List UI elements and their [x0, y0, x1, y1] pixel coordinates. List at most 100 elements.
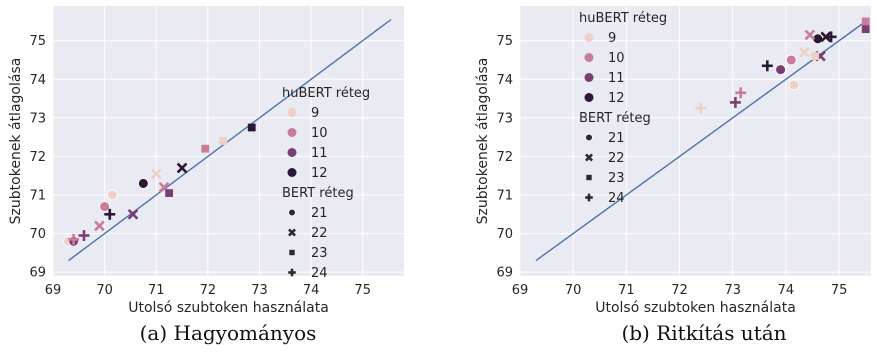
legend-hue-label: 10: [608, 51, 625, 66]
x-tick-label: 69: [45, 283, 62, 298]
legend-style-label: 24: [608, 191, 625, 206]
legend-hue-marker: [584, 33, 594, 42]
legend-hue-marker: [584, 73, 594, 82]
y-tick-label: 75: [29, 34, 46, 49]
legend-hue-marker: [287, 128, 297, 137]
plot-area: [520, 6, 871, 276]
x-tick-label: 70: [96, 283, 113, 298]
y-tick-label: 72: [29, 150, 46, 165]
legend-style-label: 23: [311, 246, 328, 261]
x-tick-label: 69: [512, 283, 529, 298]
data-point-7-stroke-b: [127, 208, 139, 220]
x-tick-label: 74: [778, 283, 795, 298]
legend-hue-title: huBERT réteg: [579, 11, 667, 26]
legend-style-title: BERT réteg: [282, 186, 354, 201]
data-point-9: [861, 17, 870, 26]
y-tick-label: 71: [29, 189, 46, 204]
legend-style-marker: [585, 193, 593, 202]
legend-hue-marker: [287, 168, 297, 177]
y-tick-label: 69: [496, 266, 513, 281]
legend-style-marker: [289, 249, 295, 256]
y-tick-label: 74: [496, 73, 513, 88]
legend-hue-label: 10: [311, 126, 328, 141]
y-tick-label: 71: [496, 189, 513, 204]
data-point-5-stroke-b: [94, 220, 105, 232]
data-point-3: [107, 189, 118, 201]
x-tick-label: 73: [724, 283, 741, 298]
legend-style-title: BERT réteg: [579, 111, 651, 126]
legend-hue-marker: [584, 53, 594, 62]
legend-style-marker: [585, 153, 593, 162]
data-point-11: [201, 144, 210, 153]
y-tick-label: 72: [496, 150, 513, 165]
legend-style-marker: [288, 208, 296, 217]
legend-style-label: 21: [311, 206, 328, 221]
legend-style-label: 21: [608, 131, 625, 146]
y-axis-label: Szubtokenek átlagolása: [8, 58, 24, 225]
data-point-11: [695, 102, 707, 114]
data-point-15: [104, 208, 116, 220]
data-point-0: [788, 79, 800, 91]
chart-caption: (a) Hagyományos: [140, 321, 317, 345]
legend-hue-marker: [287, 148, 297, 157]
data-point-4-stroke-b: [799, 46, 810, 58]
legend-style-marker: [586, 174, 592, 181]
data-point-1: [99, 201, 110, 212]
y-tick-label: 75: [496, 34, 513, 49]
y-tick-label: 69: [29, 266, 46, 281]
data-point-10: [861, 25, 870, 34]
legend-hue-marker: [287, 108, 297, 117]
x-tick-label: 70: [565, 283, 582, 298]
legend-style-label: 23: [608, 171, 625, 186]
legend-hue-label: 11: [311, 146, 328, 161]
x-tick-label: 72: [200, 283, 217, 298]
data-point-16: [68, 233, 80, 245]
data-point-6-stroke-b: [150, 168, 162, 180]
legend-style-marker-stroke-b: [288, 228, 296, 237]
y-tick-label: 73: [29, 111, 46, 126]
legend-hue-label: 11: [608, 71, 625, 86]
data-point-15: [825, 31, 837, 43]
x-axis-label: Utolsó szubtoken használata: [128, 300, 329, 316]
legend-hue-label: 12: [311, 166, 328, 181]
legend-hue-label: 9: [608, 31, 616, 46]
data-point-5-stroke-b: [804, 29, 816, 41]
data-point-2: [775, 64, 786, 75]
legend-style-marker: [585, 133, 593, 142]
x-tick-label: 72: [671, 283, 688, 298]
x-tick-label: 74: [303, 283, 320, 298]
data-point-1: [785, 54, 797, 66]
x-tick-label: 73: [251, 283, 268, 298]
legend-style-marker-stroke-b: [585, 153, 593, 162]
chart-b: 69 70 71 72 73 74 75 69 70 71 72 73 74 75 Utolsó szubt…: [475, 6, 871, 345]
x-tick-label: 75: [831, 283, 848, 298]
data-point-14: [761, 60, 773, 72]
data-point-9-stroke-b: [176, 162, 188, 174]
data-point-4: [799, 46, 810, 58]
diagonal-line: [68, 18, 392, 262]
data-point-7: [127, 208, 139, 220]
data-point-9: [176, 162, 188, 174]
x-axis-label: Utolsó szubtoken használata: [595, 300, 796, 316]
legend-hue-label: 12: [608, 91, 625, 106]
legend-style-label: 22: [608, 151, 625, 166]
legend-style-label: 24: [311, 266, 328, 281]
data-point-8-stroke-b: [158, 181, 170, 193]
data-point-8: [811, 52, 820, 61]
y-axis-label: Szubtokenek átlagolása: [475, 58, 491, 225]
legend-hue-title: huBERT réteg: [282, 86, 370, 101]
data-point-14: [78, 230, 90, 241]
data-point-12: [219, 137, 228, 145]
x-tick-label: 71: [618, 283, 635, 298]
y-tick-label: 74: [29, 73, 46, 88]
data-point-10: [165, 189, 174, 197]
data-point-6: [150, 168, 162, 180]
x-tick-label: 75: [354, 283, 371, 298]
data-point-4: [137, 178, 149, 189]
chart-a: 69 70 71 72 73 74 75 69 70 71 72 73 74 75 Utolsó szubt…: [8, 6, 404, 345]
y-tick-label: 70: [29, 227, 46, 242]
legend-hue-marker: [584, 93, 594, 102]
data-point-5: [804, 29, 816, 41]
data-point-5: [94, 220, 105, 232]
